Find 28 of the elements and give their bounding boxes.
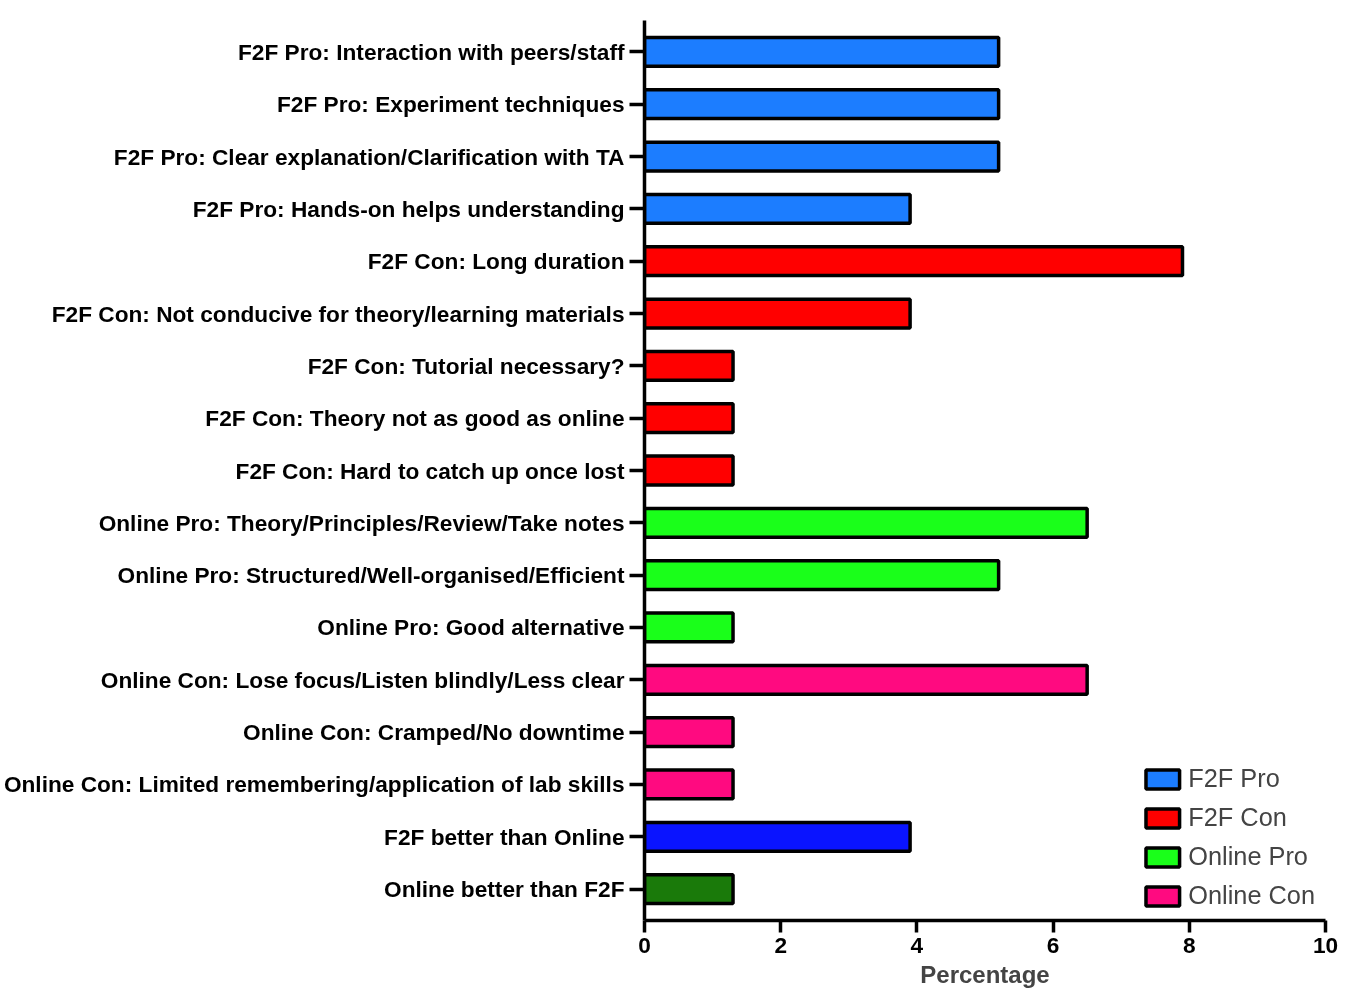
y-tick-label: Online Pro: Structured/Well-organised/Efficient [117, 562, 625, 589]
y-tick-label: F2F Con: Not conducive for theory/learning materials [51, 300, 625, 327]
legend-label: F2F Pro [1188, 764, 1280, 793]
x-tick-label: 0 [638, 931, 651, 958]
y-tick-label: Online better than F2F [384, 876, 625, 903]
y-tick-label: Online Pro: Theory/Principles/Review/Take notes [98, 509, 625, 536]
y-tick-label: F2F Con: Tutorial necessary? [307, 352, 625, 379]
x-tick-label: 2 [774, 931, 788, 958]
x-tick-label: 6 [1046, 931, 1060, 958]
y-tick-label: F2F Con: Long duration [367, 248, 625, 275]
y-tick-label: Online Pro: Good alternative [317, 614, 625, 641]
y-tick-label: Online Con: Cramped/No downtime [243, 719, 625, 746]
y-tick-label: F2F Pro: Experiment techniques [277, 91, 625, 118]
legend-label: F2F Con [1188, 803, 1287, 832]
x-tick-label: 4 [910, 931, 924, 958]
y-tick-label: Online Con: Limited remembering/application of lab skills [3, 771, 625, 798]
y-tick-label: Online Con: Lose focus/Listen blindly/Less clear [100, 666, 625, 693]
y-tick-label: F2F Pro: Clear explanation/Clarification with TA [113, 143, 625, 170]
legend-label: Online Con [1188, 881, 1315, 910]
y-tick-label: F2F Pro: Interaction with peers/staff [238, 38, 625, 65]
x-axis-title: Percentage [920, 960, 1050, 988]
x-tick-label: 8 [1183, 931, 1196, 958]
legend-label: Online Pro [1188, 842, 1308, 871]
x-tick-label: 10 [1312, 931, 1339, 958]
y-tick-label: F2F Pro: Hands-on helps understanding [192, 195, 625, 222]
y-tick-label: F2F better than Online [384, 823, 625, 850]
y-tick-label: F2F Con: Theory not as good as online [205, 405, 625, 432]
y-tick-label: F2F Con: Hard to catch up once lost [235, 457, 625, 484]
